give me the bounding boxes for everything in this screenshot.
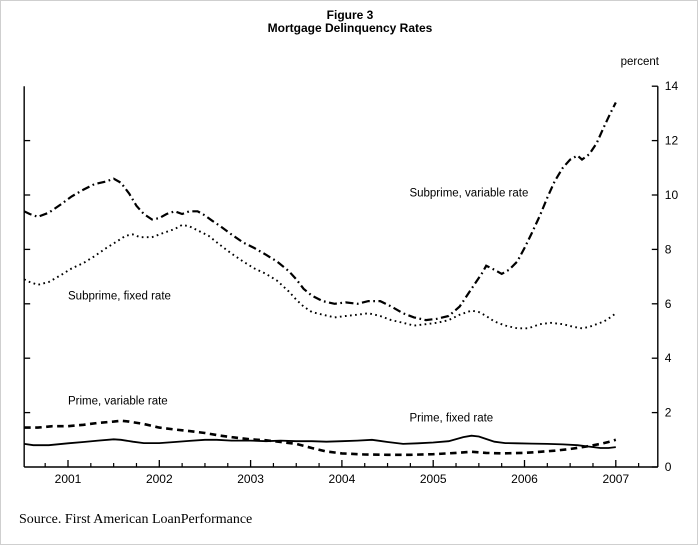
x-tick-label: 2006 — [511, 472, 538, 486]
figure-title: Mortgage Delinquency Rates — [267, 21, 433, 35]
y-tick-label: 10 — [665, 188, 679, 202]
series-line-subprime-variable-rate — [23, 102, 617, 322]
figure-title-block: Figure 3 Mortgage Delinquency Rates — [1, 8, 697, 35]
series-label-subprime-variable-rate: Subprime, variable rate — [409, 187, 528, 199]
x-tick-label: 2005 — [420, 472, 447, 486]
y-axis-unit-label: percent — [620, 56, 659, 68]
x-tick-label: 2004 — [329, 472, 356, 486]
series-label-prime-fixed-rate: Prime, fixed rate — [409, 412, 493, 424]
y-tick-label: 14 — [665, 79, 679, 93]
series-line-prime-fixed-rate — [24, 434, 616, 449]
x-tick-label: 2001 — [55, 472, 82, 486]
source-note: Source. First American LoanPerformance — [19, 512, 253, 527]
x-tick-label: 2002 — [146, 472, 173, 486]
y-tick-label: 8 — [665, 242, 672, 256]
figure-number: Figure 3 — [326, 8, 374, 22]
y-tick-label: 12 — [665, 134, 679, 148]
y-tick-label: 6 — [665, 297, 672, 311]
x-tick-label: 2003 — [237, 472, 264, 486]
series-label-subprime-fixed-rate: Subprime, fixed rate — [68, 291, 171, 303]
y-tick-label: 4 — [665, 351, 672, 365]
series-label-prime-variable-rate: Prime, variable rate — [68, 395, 168, 407]
series-line-prime-variable-rate — [24, 419, 617, 457]
y-tick-label: 2 — [665, 406, 672, 420]
x-tick-label: 2007 — [602, 472, 629, 486]
y-tick-label: 0 — [665, 460, 672, 474]
series-line-subprime-fixed-rate — [23, 223, 617, 330]
